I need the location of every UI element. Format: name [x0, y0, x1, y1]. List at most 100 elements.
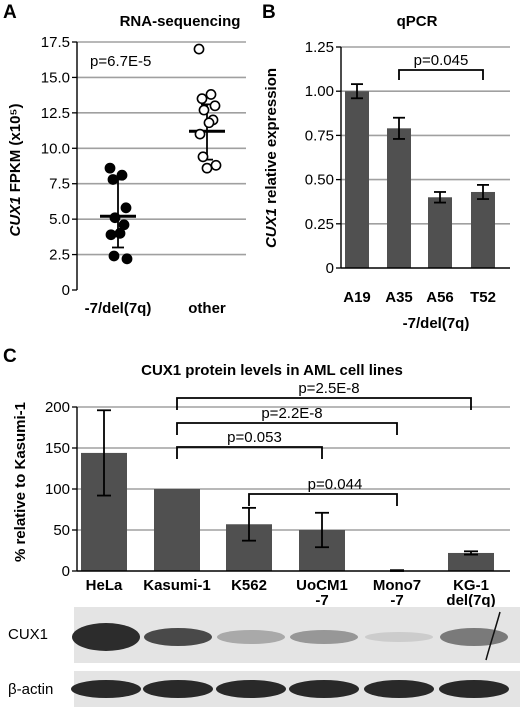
blot-actin-band [216, 680, 286, 698]
panel-c-category-sublabel: -7 [315, 592, 328, 609]
blot-cux1-band [217, 630, 285, 644]
panel-c-bar [154, 489, 200, 571]
panel-a-data-point [193, 43, 205, 55]
panel-a-category-label: -7/del(7q) [85, 300, 152, 317]
panel-b-y-tick-label: 0.25 [305, 216, 334, 233]
panel-b-bar [428, 197, 452, 268]
panel-a-data-point [109, 212, 121, 224]
blot-cux1-label: CUX1 [8, 626, 48, 643]
panel-a-data-point [121, 253, 133, 265]
panel-b-y-tick-label: 1.25 [305, 39, 334, 56]
panel-c-category-label: Kasumi-1 [143, 577, 211, 594]
panel-c-p-value: p=2.5E-8 [298, 380, 359, 397]
panel-a-data-point [120, 202, 132, 214]
panel-a-y-tick-label: 0 [62, 282, 70, 299]
western-blot: CUX1 β-actin [8, 607, 520, 707]
panel-a-y-axis-label-gene: CUX1 [7, 196, 24, 236]
panel-c-y-axis-label: % relative to Kasumi-1 [12, 402, 29, 562]
panel-a-data-point [198, 104, 210, 116]
panel-a-y-axis-label: CUX1 FPKM (x10⁵) [7, 104, 24, 237]
panel-a-y-tick-label: 10.0 [41, 140, 70, 157]
panel-c-bar [448, 552, 494, 571]
panel-a-data-point [209, 100, 221, 112]
panel-c-category-sublabel: del(7q) [446, 592, 495, 609]
blot-actin-band [71, 680, 141, 698]
panel-a-data-point [201, 162, 213, 174]
panel-c-comparison-bracket [176, 397, 472, 410]
blot-cux1-band [72, 623, 140, 651]
panel-a-data-point [210, 159, 222, 171]
panel-a-letter: A [3, 2, 17, 23]
panel-c-y-tick-label: 100 [45, 481, 70, 498]
panel-a-data-point [118, 219, 130, 231]
blot-actin-band [143, 680, 213, 698]
panel-c-y-tick-label: 200 [45, 399, 70, 416]
panel-a-y-tick-label: 5.0 [49, 211, 70, 228]
panel-b-y-axis-label: CUX1 relative expression [263, 68, 280, 248]
panel-a-y-tick-label: 15.0 [41, 69, 70, 86]
panel-c-title: CUX1 protein levels in AML cell lines [141, 362, 403, 379]
panel-c-y-tick-label: 0 [62, 563, 70, 580]
panel-a-data-point [104, 162, 116, 174]
panel-b-y-tick-label: 0 [326, 260, 334, 277]
panel-b-category-label: A56 [426, 289, 454, 306]
panel-a-data-point [114, 227, 126, 239]
panel-c-comparison-bracket [248, 493, 398, 506]
panel-a-data-point [108, 250, 120, 262]
panel-c-category-label: HeLa [86, 577, 123, 594]
panel-b-p-value: p=0.045 [414, 52, 469, 69]
panel-a-y-tick-label: 2.5 [49, 247, 70, 264]
panel-b-bar [471, 191, 495, 268]
panel-a-y-tick-label: 17.5 [41, 34, 70, 51]
panel-a-data-point [197, 151, 209, 163]
panel-a-p-value: p=6.7E-5 [90, 53, 151, 70]
panel-c-p-value: p=2.2E-8 [261, 405, 322, 422]
panel-c-comparison-bracket [176, 422, 398, 435]
panel-a-y-tick-label: 7.5 [49, 176, 70, 193]
panel-b-bar [387, 128, 411, 268]
panel-c-category-label: K562 [231, 577, 267, 594]
panel-b-group-label: -7/del(7q) [403, 315, 470, 332]
blot-scratch-mark [485, 611, 501, 661]
panel-b-y-tick-label: 0.75 [305, 127, 334, 144]
blot-cux1-band [365, 632, 433, 642]
panel-c-category-label: KG-1 [453, 577, 489, 594]
panel-b-y-tick-label: 1.00 [305, 83, 334, 100]
panel-a-chart: RNA-sequencing CUX1 FPKM (x10⁵) p=6.7E-5… [7, 13, 246, 317]
panel-a-data-point [107, 174, 119, 185]
panel-a-category-label: other [188, 300, 226, 317]
panel-c-comparison-bracket [176, 446, 323, 459]
panel-a-y-tick-label: 12.5 [41, 105, 70, 122]
panel-c-category-label: Mono7 [373, 577, 421, 594]
panel-c-category-sublabel: -7 [390, 592, 403, 609]
panel-c-category-label: UoCM1 [296, 577, 348, 594]
panel-a-data-point [194, 128, 206, 140]
panel-c-y-tick-label: 150 [45, 440, 70, 457]
panel-b-y-tick-label: 0.50 [305, 172, 334, 189]
blot-actin-band [289, 680, 359, 698]
panel-a-data-point [205, 89, 217, 100]
blot-cux1-band [440, 628, 508, 646]
panel-b-category-label: A19 [343, 289, 371, 306]
panel-b-letter: B [262, 2, 276, 23]
panel-b-title: qPCR [397, 13, 438, 30]
panel-a-data-point [196, 93, 208, 105]
panel-a-data-point [116, 169, 128, 181]
blot-actin-label: β-actin [8, 681, 53, 698]
panel-a-data-point [105, 229, 117, 241]
panel-b-chart: qPCR CUX1 relative expression -7/del(7q)… [263, 13, 510, 332]
panel-b-y-axis-label-gene: CUX1 [263, 208, 280, 248]
panel-b-y-axis-label-unit: relative expression [263, 68, 280, 208]
blot-actin-band [439, 680, 509, 698]
panel-c-chart: CUX1 protein levels in AML cell lines % … [12, 362, 510, 609]
panel-c-y-tick-label: 50 [53, 522, 70, 539]
panel-a-y-axis-label-unit: FPKM (x10⁵) [7, 104, 24, 197]
panel-b-bar [345, 91, 369, 268]
blot-actin-band [364, 680, 434, 698]
panel-c-letter: C [3, 346, 17, 367]
panel-b-category-label: A35 [385, 289, 413, 306]
blot-cux1-band [144, 628, 212, 646]
panel-a-data-point [203, 117, 215, 129]
panel-c-p-value: p=0.053 [227, 429, 282, 446]
